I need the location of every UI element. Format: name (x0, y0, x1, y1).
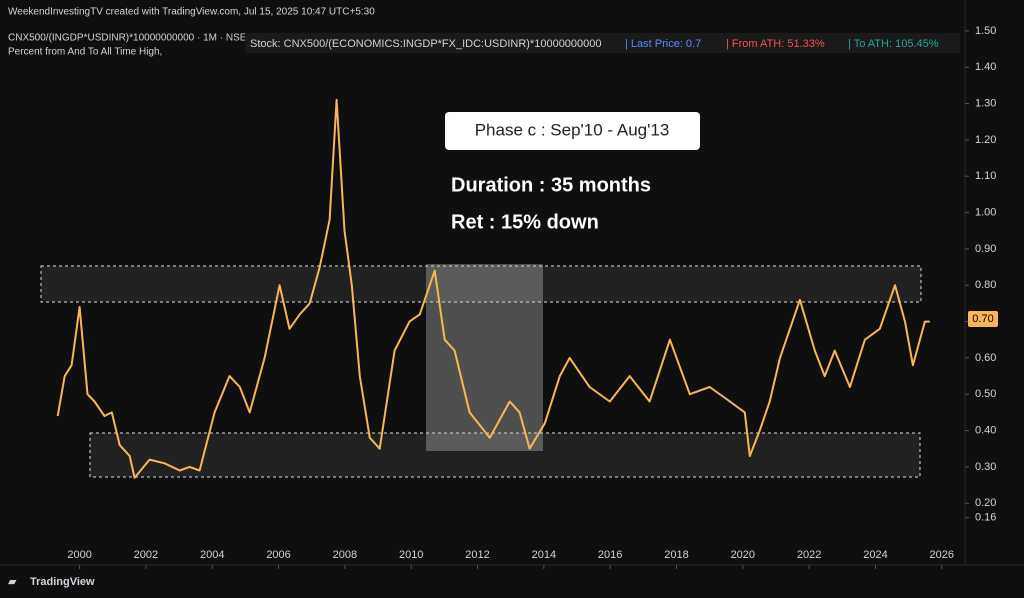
x-tick-label: 2012 (465, 549, 489, 561)
phase-highlight (426, 264, 543, 451)
x-tick-label: 2006 (266, 549, 290, 561)
last-price: | Last Price: 0.7 (625, 38, 701, 50)
y-tick-label: 0.60 (975, 352, 996, 364)
y-tick-label: 1.10 (975, 170, 996, 182)
phase-label: Phase c : Sep'10 - Aug'13 (475, 120, 670, 139)
x-tick-label: 2020 (731, 549, 755, 561)
y-tick-label: 0.16 (975, 512, 996, 524)
footer: TradingView (30, 576, 95, 588)
y-tick-label: 0.40 (975, 424, 996, 436)
stock: Stock: CNX500/(ECONOMICS:INGDP*FX_IDC:US… (250, 38, 602, 50)
indicator: Percent from And To All Time High, (8, 47, 162, 58)
series-line (56, 98, 930, 479)
from-ath: | From ATH: 51.33% (726, 38, 825, 50)
x-tick-label: 2018 (664, 549, 688, 561)
duration: Duration : 35 months (451, 174, 651, 196)
x-tick-label: 2002 (134, 549, 158, 561)
y-tick-label: 0.50 (975, 388, 996, 400)
credit: WeekendInvestingTV created with TradingV… (8, 7, 375, 18)
phase-box (445, 112, 700, 150)
x-tick-label: 2000 (67, 549, 91, 561)
last-price-label: 0.70 (972, 313, 993, 325)
y-tick-label: 0.20 (975, 497, 996, 509)
symbol: CNX500/(INGDP*USDINR)*10000000000 · 1M ·… (8, 33, 247, 44)
support-zone (89, 432, 921, 478)
resistance-zone (40, 265, 922, 303)
x-tick-label: 2004 (200, 549, 224, 561)
x-tick-label: 2016 (598, 549, 622, 561)
x-tick-label: 2026 (930, 549, 954, 561)
y-tick-label: 0.80 (975, 279, 996, 291)
y-tick-label: 1.50 (975, 25, 996, 37)
x-tick-label: 2022 (797, 549, 821, 561)
y-tick-label: 1.30 (975, 97, 996, 109)
return: Ret : 15% down (451, 211, 599, 233)
x-tick-label: 2008 (333, 549, 357, 561)
logo: ▰ (8, 576, 17, 588)
y-tick-label: 1.20 (975, 134, 996, 146)
x-tick-label: 2010 (399, 549, 423, 561)
x-tick-label: 2014 (532, 549, 556, 561)
y-tick-label: 1.40 (975, 61, 996, 73)
x-tick-label: 2024 (863, 549, 887, 561)
y-tick-label: 1.00 (975, 206, 996, 218)
y-tick-label: 0.30 (975, 461, 996, 473)
legend-box (245, 33, 960, 53)
last-price-tag (968, 311, 998, 327)
y-tick-label: 0.90 (975, 243, 996, 255)
to-ath: | To ATH: 105.45% (848, 38, 939, 50)
